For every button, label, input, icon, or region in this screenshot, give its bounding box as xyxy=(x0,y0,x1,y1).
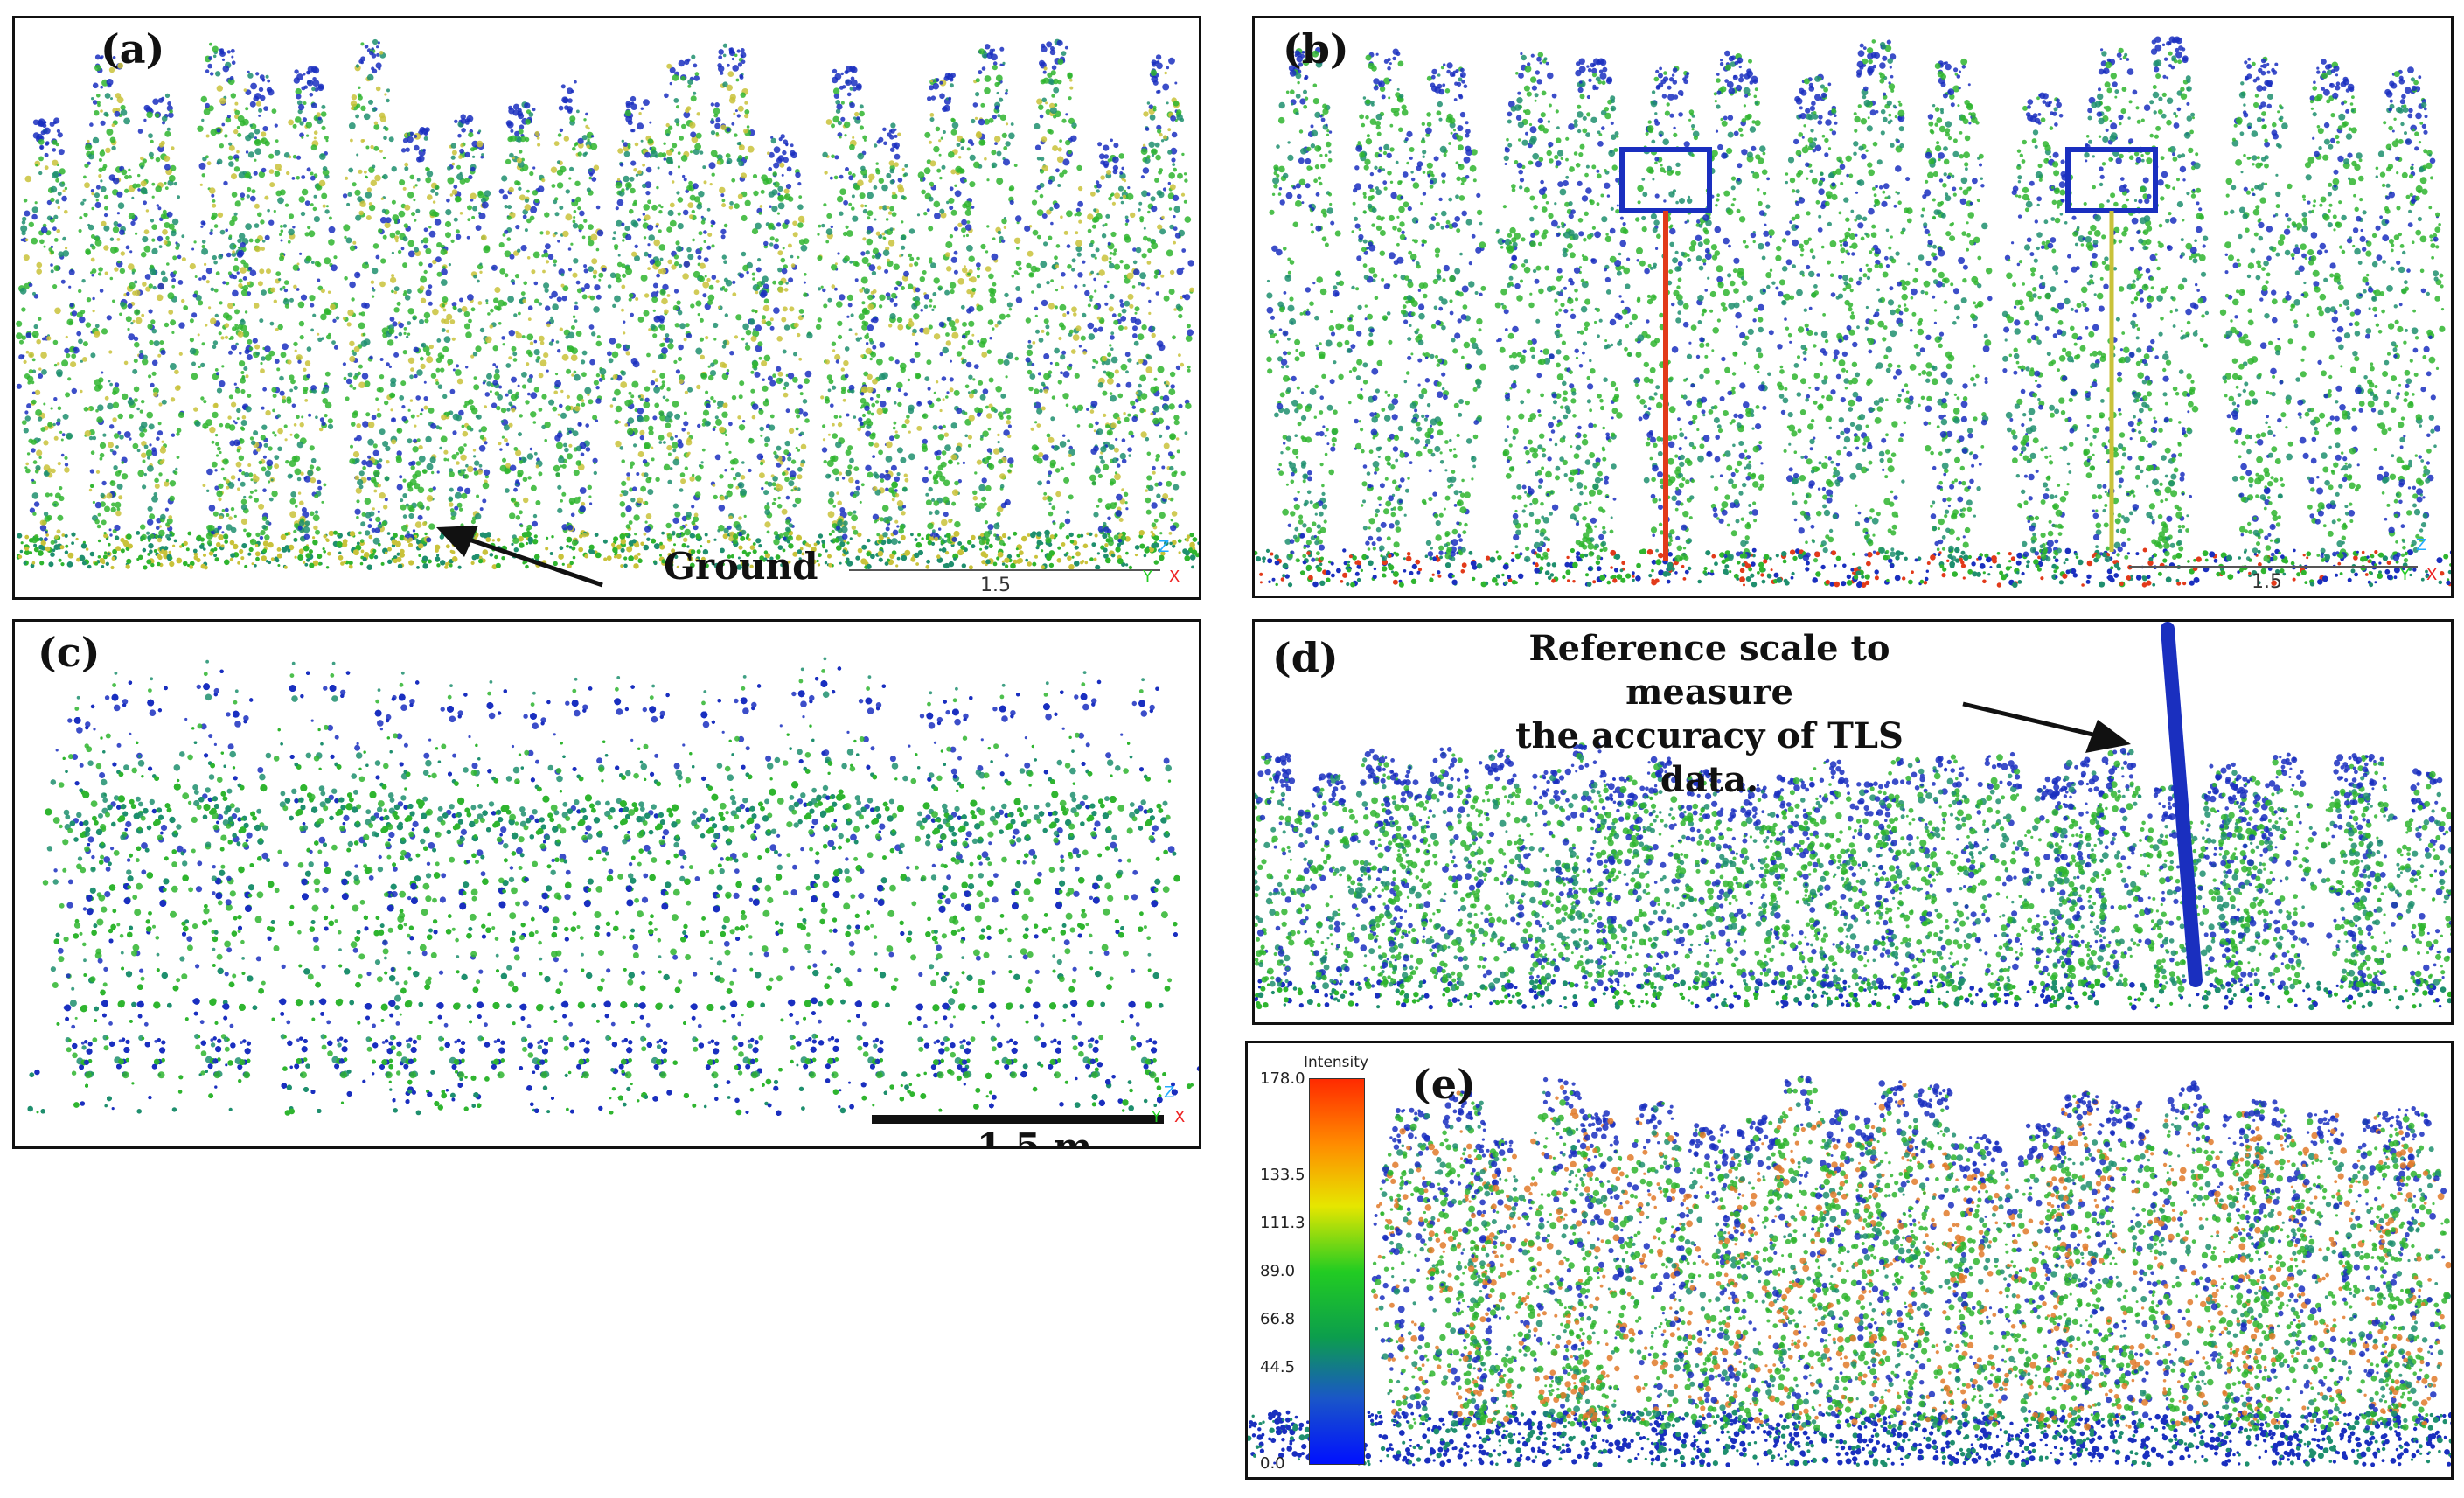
scale-bar-c xyxy=(872,1115,1164,1124)
colorbar-tick-label: 44.5 xyxy=(1260,1358,1295,1376)
axis-x-a: X xyxy=(1169,569,1180,585)
colorbar-tick-label: 178.0 xyxy=(1260,1070,1305,1088)
axis-z-c: Z xyxy=(1164,1085,1174,1101)
panel-c: (c) 1.5 m Z Y X xyxy=(12,619,1201,1149)
panel-label-d: (d) xyxy=(1272,634,1339,681)
ground-annotation: Ground xyxy=(664,545,818,588)
panel-e: (e) Intensity 178.0 133.5 111.3 89.0 66.8 44.… xyxy=(1245,1041,2454,1480)
axis-z-a: Z xyxy=(1159,540,1169,555)
scale-value-c: 1.5 m xyxy=(977,1125,1092,1146)
axis-gizmo-c: Z Y X xyxy=(1152,1085,1195,1132)
point-cloud-d xyxy=(1255,622,2451,1011)
point-cloud-b xyxy=(1255,36,2451,589)
colorbar-tick-label: 111.3 xyxy=(1260,1214,1305,1232)
intensity-colorbar xyxy=(1309,1078,1365,1465)
axis-gizmo-b: Z Y X xyxy=(2400,538,2451,590)
panel-d: (d) Reference scale to measure the accur… xyxy=(1252,619,2454,1025)
axis-x-b: X xyxy=(2426,568,2437,583)
axis-y-c: Y xyxy=(1152,1110,1161,1125)
colorbar-tick-label: 66.8 xyxy=(1260,1310,1295,1328)
arrow-annotation-d xyxy=(1962,701,2131,753)
panel-a: (a) Ground 1.5 Z Y X xyxy=(12,16,1201,600)
panel-label-b: (b) xyxy=(1283,25,1349,73)
reference-scale-annotation: Reference scale to measure the accuracy … xyxy=(1482,627,1937,802)
scale-bar-a xyxy=(849,569,1160,571)
point-cloud-a xyxy=(16,38,1199,570)
scale-value-a: 1.5 xyxy=(980,575,1011,596)
axis-x-c: X xyxy=(1174,1110,1185,1125)
colorbar-tick-label: 0.0 xyxy=(1260,1454,1285,1473)
scale-bar-b xyxy=(2129,566,2418,568)
panel-label-a: (a) xyxy=(101,25,164,73)
colorbar-tick-label: 89.0 xyxy=(1260,1262,1295,1280)
panel-b: (b) 1.5 Z Y X xyxy=(1252,16,2454,598)
panel-label-c: (c) xyxy=(38,629,101,676)
axis-gizmo-a: Z Y X xyxy=(1143,540,1195,592)
arrow-annotation-a xyxy=(436,526,603,588)
point-cloud-c xyxy=(27,657,1199,1116)
axis-z-b: Z xyxy=(2416,538,2426,554)
panel-label-e: (e) xyxy=(1412,1061,1476,1108)
point-cloud-e xyxy=(1248,1075,2451,1467)
axis-y-a: Y xyxy=(1143,569,1152,585)
scale-value-b: 1.5 xyxy=(2252,571,2282,593)
colorbar-title: Intensity xyxy=(1304,1054,1368,1071)
colorbar-tick-label: 133.5 xyxy=(1260,1166,1305,1184)
axis-y-b: Y xyxy=(2400,568,2410,583)
